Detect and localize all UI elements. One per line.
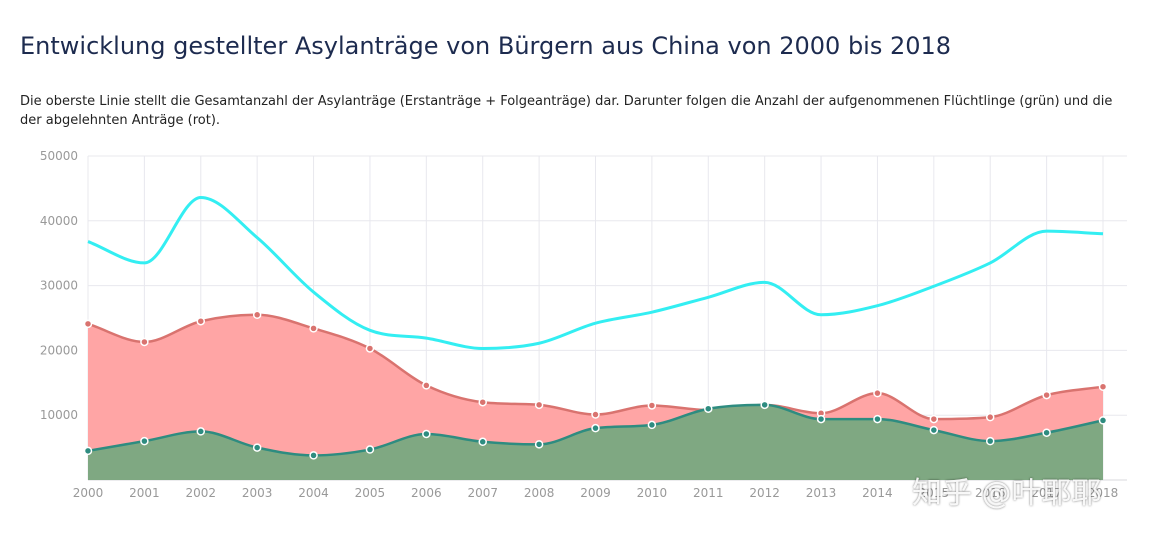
y-tick-label: 20000 bbox=[40, 343, 78, 357]
x-tick-label: 2018 bbox=[1088, 486, 1119, 500]
accepted-point bbox=[309, 451, 318, 460]
rejected-point bbox=[929, 414, 939, 424]
x-tick-label: 2005 bbox=[355, 486, 386, 500]
accepted-point bbox=[591, 423, 600, 433]
accepted-point bbox=[816, 414, 826, 424]
x-tick-label: 2003 bbox=[242, 486, 273, 500]
chart-title: Entwicklung gestellter Asylanträge von B… bbox=[20, 32, 952, 60]
accepted-point bbox=[252, 443, 262, 452]
x-tick-label: 2012 bbox=[749, 486, 780, 500]
y-tick-label: 40000 bbox=[40, 214, 78, 228]
accepted-point bbox=[478, 437, 487, 447]
x-tick-label: 2015 bbox=[919, 486, 950, 500]
rejected-point bbox=[478, 397, 487, 407]
rejected-point bbox=[422, 381, 431, 390]
x-tick-label: 2002 bbox=[186, 486, 217, 500]
accepted-point bbox=[647, 420, 657, 430]
accepted-point bbox=[985, 436, 995, 446]
accepted-point bbox=[929, 425, 939, 435]
y-tick-label: 30000 bbox=[40, 279, 78, 293]
x-tick-label: 2014 bbox=[862, 486, 893, 500]
rejected-point bbox=[647, 401, 657, 410]
accepted-point bbox=[1098, 416, 1108, 425]
x-tick-label: 2013 bbox=[806, 486, 837, 500]
accepted-point bbox=[365, 445, 375, 454]
rejected-point bbox=[140, 337, 149, 347]
accepted-point bbox=[1042, 428, 1051, 437]
rejected-point bbox=[309, 324, 318, 333]
rejected-point bbox=[534, 400, 544, 410]
x-tick-label: 2001 bbox=[129, 486, 160, 500]
x-tick-label: 2010 bbox=[637, 486, 668, 500]
x-tick-label: 2007 bbox=[467, 486, 498, 500]
x-tick-label: 2004 bbox=[298, 486, 329, 500]
accepted-point bbox=[196, 427, 206, 436]
accepted-point bbox=[760, 400, 769, 410]
chart-subtitle: Die oberste Linie stellt die Gesamtanzah… bbox=[20, 94, 1113, 128]
rejected-point bbox=[985, 412, 995, 422]
accepted-point bbox=[534, 440, 544, 449]
total-line bbox=[87, 195, 1104, 350]
rejected-point bbox=[252, 310, 262, 320]
rejected-point bbox=[591, 410, 600, 419]
rejected-point bbox=[83, 319, 93, 329]
y-tick-label: 50000 bbox=[40, 149, 78, 163]
x-tick-label: 2006 bbox=[411, 486, 442, 500]
rejected-point bbox=[365, 344, 375, 353]
rejected-point bbox=[1098, 382, 1108, 391]
rejected-point bbox=[1042, 390, 1051, 400]
x-tick-label: 2016 bbox=[975, 486, 1006, 500]
x-tick-label: 2017 bbox=[1031, 486, 1062, 500]
accepted-area bbox=[88, 404, 1103, 480]
x-tick-label: 2000 bbox=[73, 486, 104, 500]
accepted-point bbox=[422, 429, 431, 439]
rejected-point bbox=[873, 388, 882, 398]
y-tick-label: 10000 bbox=[40, 408, 78, 422]
x-tick-label: 2011 bbox=[693, 486, 724, 500]
accepted-point bbox=[83, 446, 93, 456]
x-tick-label: 2009 bbox=[580, 486, 611, 500]
watermark: 知乎 @叶耶耶 bbox=[912, 476, 1102, 511]
rejected-point bbox=[196, 316, 206, 326]
x-tick-label: 2008 bbox=[524, 486, 555, 500]
accepted-point bbox=[140, 436, 149, 446]
accepted-point bbox=[704, 404, 713, 413]
accepted-point bbox=[873, 414, 882, 424]
